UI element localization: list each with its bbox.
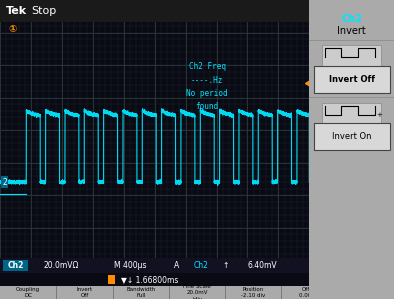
Text: Invert
Off: Invert Off (76, 287, 93, 298)
Text: Fine Scale
20.0mV
/div: Fine Scale 20.0mV /div (183, 284, 211, 299)
Text: Ch2: Ch2 (193, 261, 208, 270)
Text: Ch2: Ch2 (341, 14, 362, 25)
Text: Bandwidth
Full: Bandwidth Full (126, 287, 155, 298)
Text: ↑: ↑ (223, 261, 229, 270)
Bar (108, 275, 115, 284)
Text: 2: 2 (2, 178, 7, 187)
Text: Ch2: Ch2 (7, 261, 24, 270)
Bar (322, 103, 381, 130)
Text: Offset
0.000 V: Offset 0.000 V (299, 287, 320, 298)
Text: M 400μs: M 400μs (113, 261, 146, 270)
Text: 20.0mVΩ: 20.0mVΩ (43, 261, 79, 270)
Bar (322, 45, 381, 72)
Text: Coupling
DC: Coupling DC (16, 287, 40, 298)
Bar (314, 66, 390, 93)
Text: +: + (376, 112, 382, 118)
Text: Probe
Setup
1 X: Probe Setup 1 X (358, 284, 374, 299)
Bar (314, 123, 390, 150)
Bar (3, 260, 28, 271)
Text: ①: ① (8, 24, 17, 33)
Text: Invert On: Invert On (332, 132, 372, 141)
Text: ▼↓ 1.66800ms: ▼↓ 1.66800ms (121, 275, 178, 284)
Text: Ch2 Freq
----.Hz
No period
found: Ch2 Freq ----.Hz No period found (186, 62, 228, 111)
Text: Stop: Stop (31, 6, 56, 16)
Text: A: A (174, 261, 179, 270)
Text: Position
-2.10 div: Position -2.10 div (241, 287, 266, 298)
Text: Tek: Tek (6, 6, 27, 16)
Text: 6.40mV: 6.40mV (247, 261, 277, 270)
Text: Invert Off: Invert Off (329, 75, 375, 84)
Text: Invert: Invert (337, 26, 366, 36)
